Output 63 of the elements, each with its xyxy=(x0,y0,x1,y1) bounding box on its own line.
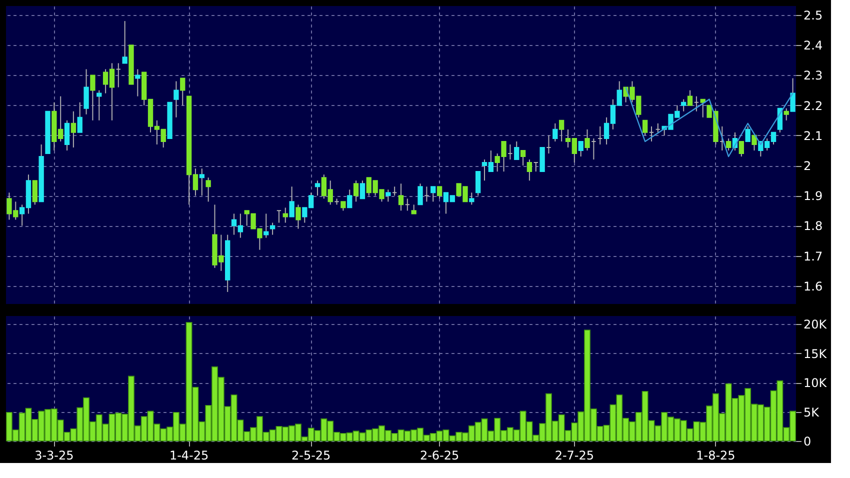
candlestick xyxy=(353,180,359,202)
candlestick xyxy=(578,140,584,158)
y-tick-label: 5K xyxy=(804,405,820,420)
y-tick-label: 15K xyxy=(804,346,828,361)
candlestick xyxy=(475,171,481,196)
x-tick-label: 3-3-25 xyxy=(34,448,74,462)
y-tick-label: 1.9 xyxy=(804,189,823,204)
x-tick-label: 2-7-25 xyxy=(554,448,594,462)
candlestick xyxy=(360,180,366,200)
candlestick xyxy=(687,90,693,106)
candlestick xyxy=(520,150,526,166)
y-tick-label: 1.7 xyxy=(804,249,823,264)
candlestick xyxy=(314,180,320,196)
candlestick xyxy=(122,20,128,64)
candlestick xyxy=(174,80,179,118)
candlestick xyxy=(738,140,744,158)
candlestick xyxy=(206,177,211,202)
candlestick xyxy=(436,186,442,200)
candlestick xyxy=(282,207,288,224)
candlestick xyxy=(411,204,416,214)
candlestick xyxy=(784,108,789,121)
x-tick-label: 2-5-25 xyxy=(291,448,331,462)
candlestick xyxy=(84,68,89,115)
candlestick xyxy=(398,183,404,212)
candlestick xyxy=(96,90,102,121)
candlestick xyxy=(681,98,686,112)
candlestick xyxy=(642,120,648,136)
candlestick xyxy=(552,122,558,142)
candlestick xyxy=(70,110,76,148)
y-tick-label: 1.6 xyxy=(804,279,823,294)
y-tick-label: 2.2 xyxy=(804,98,823,113)
candlestick xyxy=(558,120,564,142)
candlestick xyxy=(180,78,186,106)
y-tick-label: 0 xyxy=(804,434,812,448)
x-tick-label: 1-4-25 xyxy=(169,448,209,462)
x-tick-label: 2-6-25 xyxy=(420,448,460,462)
candlestick xyxy=(135,68,140,97)
candlestick xyxy=(526,159,532,182)
candlestick xyxy=(32,180,38,206)
y-tick-label: 1.8 xyxy=(804,219,823,234)
candlestick xyxy=(469,192,474,206)
x-tick-label: 1-8-25 xyxy=(696,448,736,462)
candlestick xyxy=(347,189,352,208)
y-tick-label: 10K xyxy=(804,376,828,390)
candlestick xyxy=(386,189,391,202)
candlestick xyxy=(199,168,204,196)
y-tick-label: 2.3 xyxy=(804,68,823,83)
y-tick-label: 2.1 xyxy=(804,128,823,143)
candlestick xyxy=(726,138,732,151)
candlestick xyxy=(64,120,70,151)
y-tick-label: 2.4 xyxy=(804,38,823,53)
candlestick xyxy=(752,134,757,151)
candlestick xyxy=(77,102,82,133)
candlestick xyxy=(90,74,96,121)
candlestick xyxy=(264,213,269,238)
y-tick-label: 2 xyxy=(804,159,812,174)
y-tick-label: 2.5 xyxy=(804,8,823,23)
candlestick xyxy=(289,186,294,218)
candlestick xyxy=(430,186,436,202)
candlestick xyxy=(745,126,750,142)
y-tick-label: 20K xyxy=(804,318,828,332)
candlestick xyxy=(270,222,276,236)
candlestick xyxy=(296,204,301,230)
